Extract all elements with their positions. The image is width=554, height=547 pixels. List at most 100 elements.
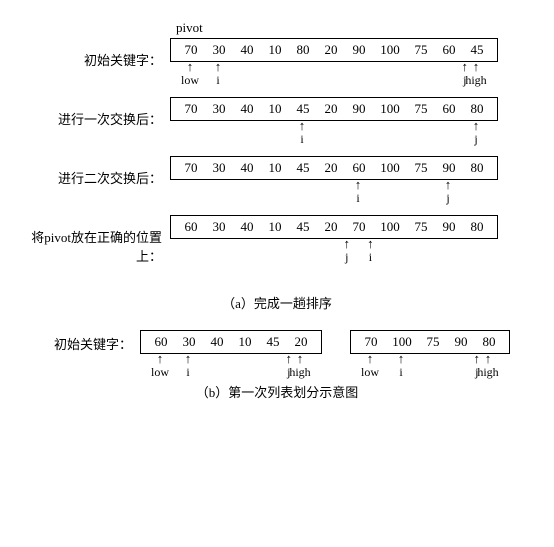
- pointer-i: ↑i: [215, 60, 222, 86]
- row-label: 将pivot放在正确的位置上：: [10, 215, 170, 265]
- sequence-cell: 90: [345, 101, 373, 117]
- arrow-icon: ↑: [215, 60, 222, 73]
- arrow-icon: ↑: [151, 352, 169, 365]
- pointer-high: ↑high: [477, 352, 498, 378]
- pointer-label: high: [477, 366, 498, 378]
- arrow-icon: ↑: [361, 352, 379, 365]
- pointer-label: i: [299, 133, 306, 145]
- sequence-cell: 90: [447, 334, 475, 350]
- sequence-cell: 70: [357, 334, 385, 350]
- sequence-cell: 60: [177, 219, 205, 235]
- sequence-cell: 45: [289, 219, 317, 235]
- sequence-cell: 20: [317, 42, 345, 58]
- sequence-cell: 60: [435, 101, 463, 117]
- pointer-i: ↑i: [398, 352, 405, 378]
- sequence-cell: 75: [407, 219, 435, 235]
- sequence-cell: 90: [435, 219, 463, 235]
- sequence-cell: 30: [205, 42, 233, 58]
- sequence-cell: 45: [259, 334, 287, 350]
- arrow-icon: ↑: [477, 352, 498, 365]
- arrow-icon: ↑: [185, 352, 192, 365]
- sequence-cell: 75: [407, 42, 435, 58]
- arrow-icon: ↑: [367, 237, 374, 250]
- sequence-cell: 70: [345, 219, 373, 235]
- sequence-cell: 70: [177, 101, 205, 117]
- split-row: 初始关键字：603040104520↑low↑i↑j↑high 701007590…: [10, 330, 544, 354]
- pointer-label: low: [151, 366, 169, 378]
- step-row: 将pivot放在正确的位置上：60304010452070100759080↑j…: [10, 215, 544, 265]
- pointer-low: ↑low: [151, 352, 169, 378]
- pointer-label: i: [215, 74, 222, 86]
- sequence-cell: 90: [345, 42, 373, 58]
- sequence-cell: 75: [407, 160, 435, 176]
- sequence-cell: 40: [233, 101, 261, 117]
- pointer-label: i: [398, 366, 405, 378]
- pointer-j: ↑j: [344, 237, 351, 263]
- pointer-j: ↑j: [473, 119, 480, 145]
- sequence-cell: 60: [345, 160, 373, 176]
- sequence-cell: 20: [287, 334, 315, 350]
- pointer-low: ↑low: [361, 352, 379, 378]
- pointer-low: ↑low: [181, 60, 199, 86]
- pointer-label: i: [355, 192, 362, 204]
- sequence-cell: 40: [203, 334, 231, 350]
- arrow-icon: ↑: [299, 119, 306, 132]
- sequence-cell: 20: [317, 219, 345, 235]
- sequence-cell: 80: [463, 160, 491, 176]
- sequence-cell: 30: [175, 334, 203, 350]
- caption-a: （a）完成一趟排序: [10, 293, 544, 312]
- pointer-i: ↑i: [299, 119, 306, 145]
- arrow-icon: ↑: [465, 60, 486, 73]
- sequence-cell: 60: [147, 334, 175, 350]
- sequence-cell: 60: [435, 42, 463, 58]
- arrow-icon: ↑: [445, 178, 452, 191]
- step-row: 进行一次交换后：70304010452090100756080↑i↑j: [10, 97, 544, 128]
- pointer-i: ↑i: [367, 237, 374, 263]
- sequence-cell: 80: [289, 42, 317, 58]
- sequence-cell: 70: [177, 42, 205, 58]
- sequence-cell: 45: [463, 42, 491, 58]
- pointer-label: j: [445, 192, 452, 204]
- sequence-cell: 10: [261, 219, 289, 235]
- sequence-cell: 30: [205, 219, 233, 235]
- sequence-cell: 45: [289, 101, 317, 117]
- sequence-box: 60304010452070100759080: [170, 215, 498, 239]
- sequence-cell: 100: [385, 334, 419, 350]
- sequence-cell: 100: [373, 101, 407, 117]
- sequence-cell: 30: [205, 160, 233, 176]
- sequence-wrap: 70304010802090100756045pivot↑low↑i↑j↑hig…: [170, 38, 498, 62]
- sequence-cell: 70: [177, 160, 205, 176]
- arrow-icon: ↑: [289, 352, 310, 365]
- sequence-cell: 45: [289, 160, 317, 176]
- pointer-label: j: [473, 133, 480, 145]
- sequence-wrap: 70100759080↑low↑i↑j↑high: [350, 330, 510, 354]
- pivot-label: pivot: [176, 20, 203, 36]
- sequence-cell: 100: [373, 42, 407, 58]
- pointer-label: i: [367, 251, 374, 263]
- sequence-wrap: 60304010452070100759080↑j↑i: [170, 215, 498, 239]
- sequence-cell: 80: [463, 101, 491, 117]
- sequence-box: 70304010452090100756080: [170, 97, 498, 121]
- sequence-cell: 40: [233, 219, 261, 235]
- sequence-cell: 100: [373, 160, 407, 176]
- step-row: 初始关键字：70304010802090100756045pivot↑low↑i…: [10, 38, 544, 69]
- pointer-label: high: [465, 74, 486, 86]
- sequence-cell: 90: [435, 160, 463, 176]
- arrow-icon: ↑: [181, 60, 199, 73]
- caption-b: （b）第一次列表划分示意图: [10, 382, 544, 401]
- pointer-label: high: [289, 366, 310, 378]
- sequence-wrap: 70304010452060100759080↑i↑j: [170, 156, 498, 180]
- row-label: 进行二次交换后：: [10, 156, 170, 187]
- row-label: 初始关键字：: [10, 38, 170, 69]
- arrow-icon: ↑: [398, 352, 405, 365]
- sequence-cell: 10: [261, 42, 289, 58]
- sequence-cell: 40: [233, 160, 261, 176]
- sequence-cell: 100: [373, 219, 407, 235]
- sequence-cell: 20: [317, 101, 345, 117]
- sequence-wrap: 603040104520↑low↑i↑j↑high: [140, 330, 322, 354]
- sequence-cell: 75: [407, 101, 435, 117]
- row-label: 初始关键字：: [10, 330, 140, 353]
- sequence-cell: 80: [475, 334, 503, 350]
- pointer-i: ↑i: [355, 178, 362, 204]
- arrow-icon: ↑: [355, 178, 362, 191]
